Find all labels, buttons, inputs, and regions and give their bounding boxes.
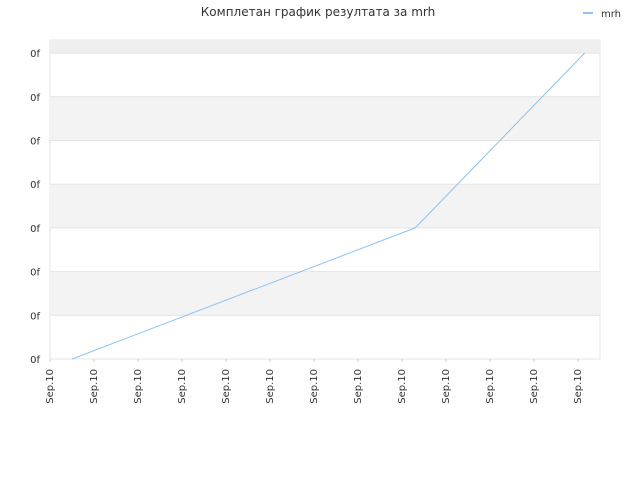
x-tick-label: Sep.10 [45, 369, 56, 404]
grid-band [50, 271, 600, 316]
x-tick-label: Sep.10 [89, 369, 100, 404]
x-tick-label: Sep.10 [529, 369, 540, 404]
x-tick-label: Sep.10 [265, 369, 276, 404]
y-tick-label: 0f [30, 224, 40, 235]
y-tick-label: 0f [30, 137, 40, 148]
x-tick-label: Sep.10 [397, 369, 408, 404]
y-tick-label: 0f [30, 93, 40, 104]
grid-band [50, 184, 600, 228]
y-tick-label: 0f [30, 355, 40, 366]
y-tick-label: 0f [30, 311, 40, 322]
grid-band [50, 96, 600, 141]
x-tick-label: Sep.10 [309, 369, 320, 404]
y-tick-label: 0f [30, 180, 40, 191]
legend-label: mrh [601, 9, 621, 20]
grid-band [50, 40, 600, 54]
x-tick-label: Sep.10 [133, 369, 144, 404]
y-tick-label: 0f [30, 49, 40, 60]
x-tick-label: Sep.10 [177, 369, 188, 404]
x-tick-label: Sep.10 [441, 369, 452, 404]
x-tick-label: Sep.10 [221, 369, 232, 404]
y-tick-label: 0f [30, 268, 40, 279]
chart-title: Комплетан график резултата за mrh [201, 5, 435, 19]
series-line [71, 52, 585, 360]
x-tick-label: Sep.10 [485, 369, 496, 404]
x-tick-label: Sep.10 [573, 369, 584, 404]
x-tick-label: Sep.10 [353, 369, 364, 404]
